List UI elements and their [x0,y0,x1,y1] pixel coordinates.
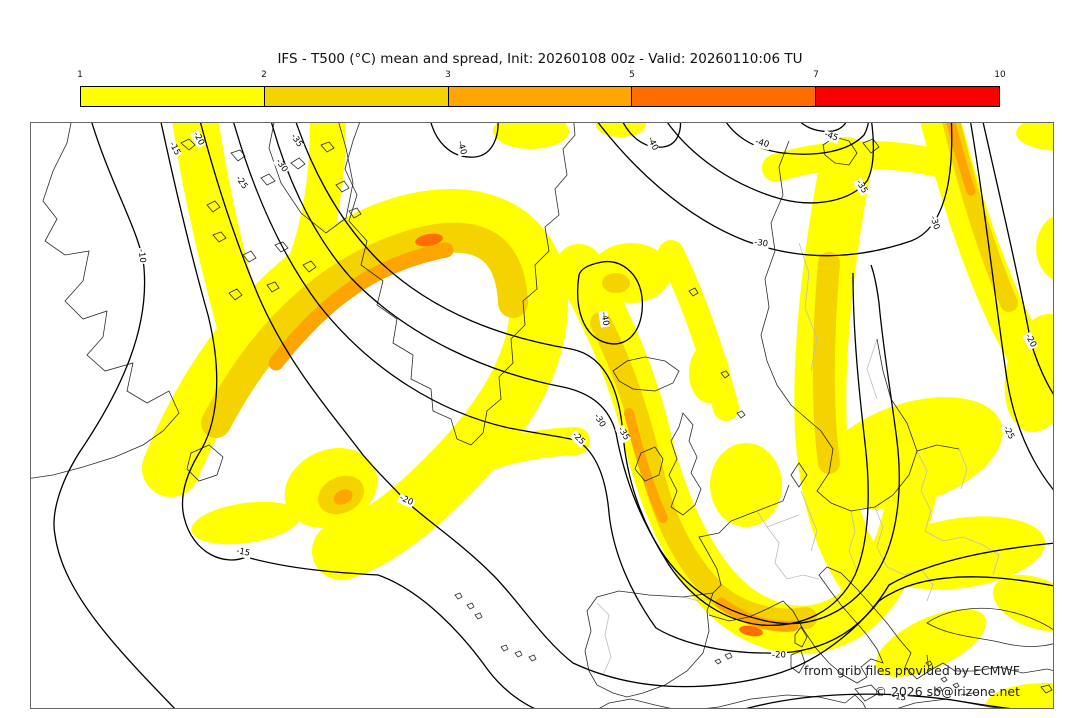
contour-label: -20 [771,650,787,661]
spread-colorbar: 1 2 3 5 7 10 [77,68,1006,110]
map-canvas [31,123,1053,708]
colorbar-tick: 7 [813,70,819,80]
contour-minus-25-ne [970,123,1053,491]
colorbar-segment [81,87,265,106]
weather-map: -15 -20 -25 -30 -35 -40 -40 -45 -40 -35 -30 -30 -40-… [30,122,1054,709]
colorbar-segment [264,87,449,106]
contour-minus-35-pool [667,123,875,204]
colorbar-segment [448,87,633,106]
contour-minus-40-greenland [622,123,682,148]
spread-blob-yellow [191,123,1053,708]
colorbar-segment [632,87,817,106]
spread-band-orange [268,123,976,632]
colorbar-tick: 5 [629,70,635,80]
country-borders [596,242,1000,676]
contour-minus-45-pool [800,123,847,133]
contour-minus-40-pool [726,123,869,155]
chart-title: IFS - T500 (°C) mean and spread, Init: 2… [277,51,803,67]
contour-minus-15 [160,123,535,708]
colorbar-tick: 2 [261,70,267,80]
contour-minus-20 [199,123,1053,688]
colorbar-tick: 10 [994,70,1006,80]
colorbar-tick: 3 [445,70,451,80]
contour-minus-20-ne [982,123,1053,395]
contour-label: -10 [135,247,148,265]
contour-minus-30-trough [271,123,900,625]
contour-minus-25 [233,123,1053,654]
contour-label: -40 [598,310,611,328]
contour-minus-15-africa [746,693,1011,708]
colorbar-segments [80,86,1000,107]
colorbar-tick-labels: 1 2 3 5 7 10 [77,68,1006,84]
contour-minus-35-trough [295,123,869,626]
temperature-contours [53,123,1053,708]
contour-minus-40-baffin [430,123,499,158]
spread-blob-deep-orange [415,233,763,637]
contour-minus-30-pool [597,123,953,257]
colorbar-segment [816,87,999,106]
spread-blob-orange [333,489,353,505]
credit-copyright: © 2026 sb@irizone.net [874,684,1020,699]
contour-minus-10 [53,123,176,708]
credit-ecmwf: from grib files provided by ECMWF [803,663,1020,678]
contour-minus-40-iceland [577,260,644,345]
coastlines [31,123,1053,708]
colorbar-tick: 1 [77,70,83,80]
